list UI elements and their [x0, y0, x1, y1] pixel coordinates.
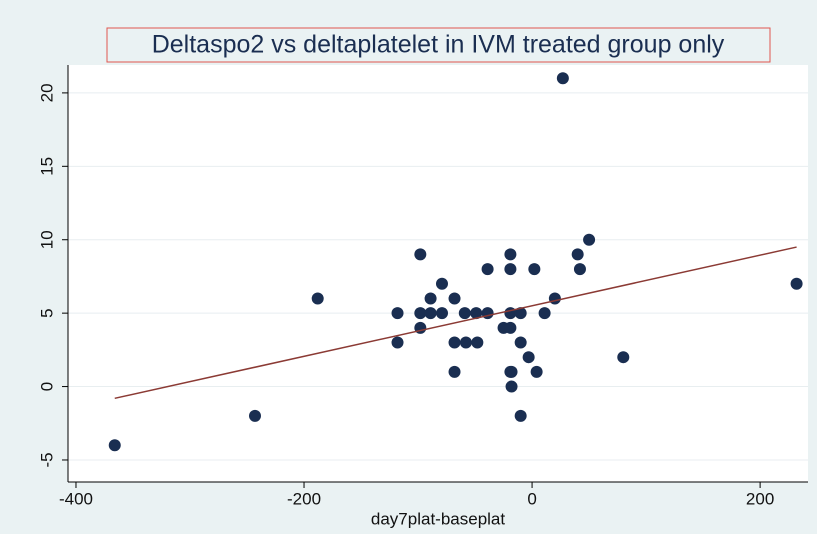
point — [522, 351, 535, 364]
point — [538, 307, 551, 320]
point — [448, 365, 461, 378]
point — [470, 307, 483, 320]
point — [414, 307, 427, 320]
point — [617, 351, 630, 364]
chart-title: Deltaspo2 vs deltaplatelet in IVM treate… — [152, 31, 725, 59]
point — [424, 307, 437, 320]
point — [391, 307, 404, 320]
point — [311, 292, 324, 305]
point — [573, 263, 586, 276]
y-tick-label: 5 — [37, 308, 56, 317]
x-tick-label: 0 — [527, 489, 536, 508]
x-axis-label: day7plat-baseplat — [371, 509, 505, 528]
y-tick-label: 15 — [37, 157, 56, 176]
point — [514, 307, 527, 320]
plot-area — [68, 65, 808, 482]
point — [504, 321, 517, 334]
point — [471, 336, 484, 349]
point — [458, 307, 471, 320]
x-tick-label: -400 — [59, 489, 93, 508]
point — [459, 336, 472, 349]
point — [583, 233, 596, 246]
y-tick-label: -5 — [37, 452, 56, 467]
point — [414, 248, 427, 261]
point — [505, 365, 518, 378]
point — [556, 72, 569, 85]
point — [391, 336, 404, 349]
point — [505, 380, 518, 393]
point — [435, 277, 448, 290]
y-tick-label: 0 — [37, 382, 56, 391]
point — [790, 277, 803, 290]
point — [481, 307, 494, 320]
point — [248, 409, 261, 422]
point — [530, 365, 543, 378]
point — [514, 336, 527, 349]
point — [514, 409, 527, 422]
point — [571, 248, 584, 261]
point — [424, 292, 437, 305]
x-tick-label: -200 — [287, 489, 321, 508]
point — [435, 307, 448, 320]
fit-line — [114, 246, 797, 400]
point — [481, 263, 494, 276]
point — [448, 336, 461, 349]
y-tick-label: 20 — [37, 83, 56, 102]
point — [504, 263, 517, 276]
y-tick-label: 10 — [37, 230, 56, 249]
title-box — [106, 27, 771, 63]
point — [108, 439, 121, 452]
point — [448, 292, 461, 305]
point — [548, 292, 561, 305]
point — [528, 263, 541, 276]
point — [504, 248, 517, 261]
x-tick-label: 200 — [746, 489, 774, 508]
